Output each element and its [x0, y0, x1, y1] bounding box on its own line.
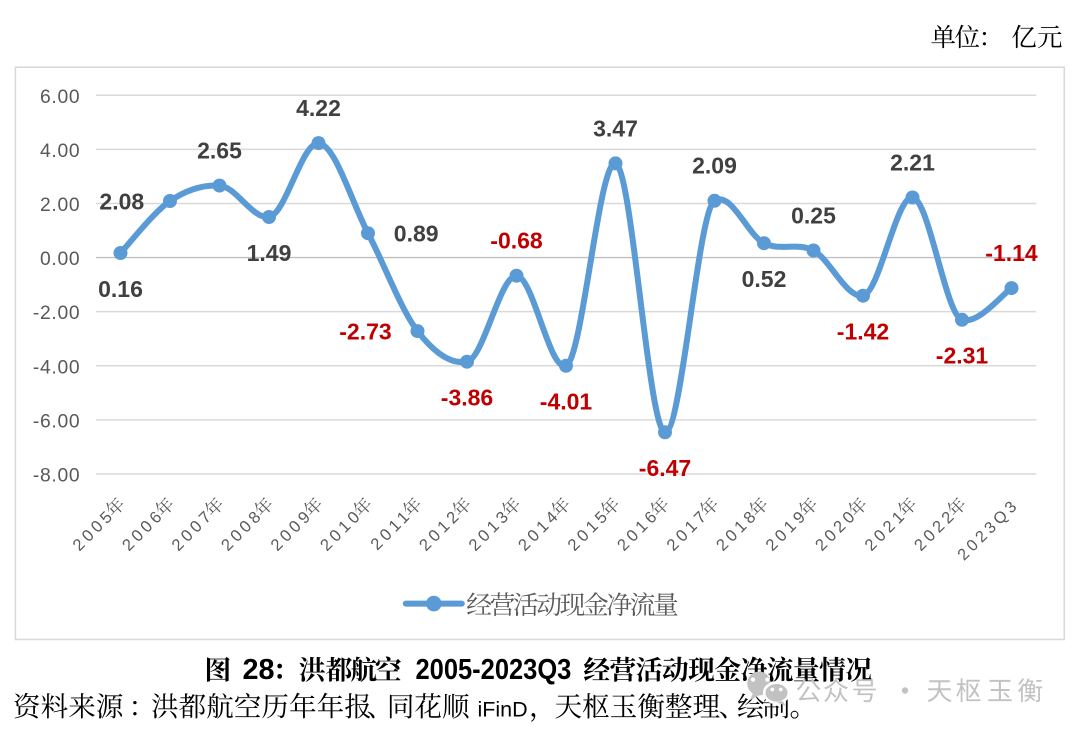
- svg-text:28: 28: [243, 654, 275, 686]
- svg-text:2.00: 2.00: [40, 195, 80, 216]
- svg-text:-2.31: -2.31: [936, 343, 989, 369]
- svg-text:-4.01: -4.01: [540, 389, 593, 415]
- svg-text:-6.00: -6.00: [33, 411, 80, 432]
- svg-text:-8.00: -8.00: [33, 466, 80, 487]
- svg-text:-2.73: -2.73: [339, 319, 391, 345]
- svg-text:2.08: 2.08: [99, 188, 144, 214]
- svg-text:0.00: 0.00: [40, 249, 80, 270]
- svg-text:-2.00: -2.00: [33, 303, 80, 324]
- svg-text:0.16: 0.16: [98, 276, 143, 302]
- svg-text:4.22: 4.22: [296, 95, 341, 121]
- svg-text:-4.00: -4.00: [33, 357, 80, 378]
- svg-text:-0.68: -0.68: [490, 228, 543, 254]
- svg-text:iFinD: iFinD: [478, 697, 528, 721]
- svg-text:3.47: 3.47: [593, 115, 638, 141]
- svg-text:0.25: 0.25: [791, 202, 836, 228]
- svg-text:0.52: 0.52: [742, 266, 787, 292]
- svg-text:-1.42: -1.42: [837, 319, 889, 345]
- svg-text:-3.86: -3.86: [441, 385, 493, 411]
- svg-text:4.00: 4.00: [40, 141, 80, 162]
- svg-text:0.89: 0.89: [394, 221, 439, 247]
- svg-text:-1.14: -1.14: [985, 240, 1038, 266]
- svg-text:-6.47: -6.47: [639, 455, 691, 481]
- svg-text:2005-2023Q3: 2005-2023Q3: [416, 653, 572, 686]
- svg-text:2.21: 2.21: [890, 149, 935, 175]
- svg-text:1.49: 1.49: [247, 240, 292, 266]
- svg-text:2.65: 2.65: [197, 138, 242, 164]
- svg-text:6.00: 6.00: [40, 87, 80, 108]
- svg-text:2.09: 2.09: [692, 153, 737, 179]
